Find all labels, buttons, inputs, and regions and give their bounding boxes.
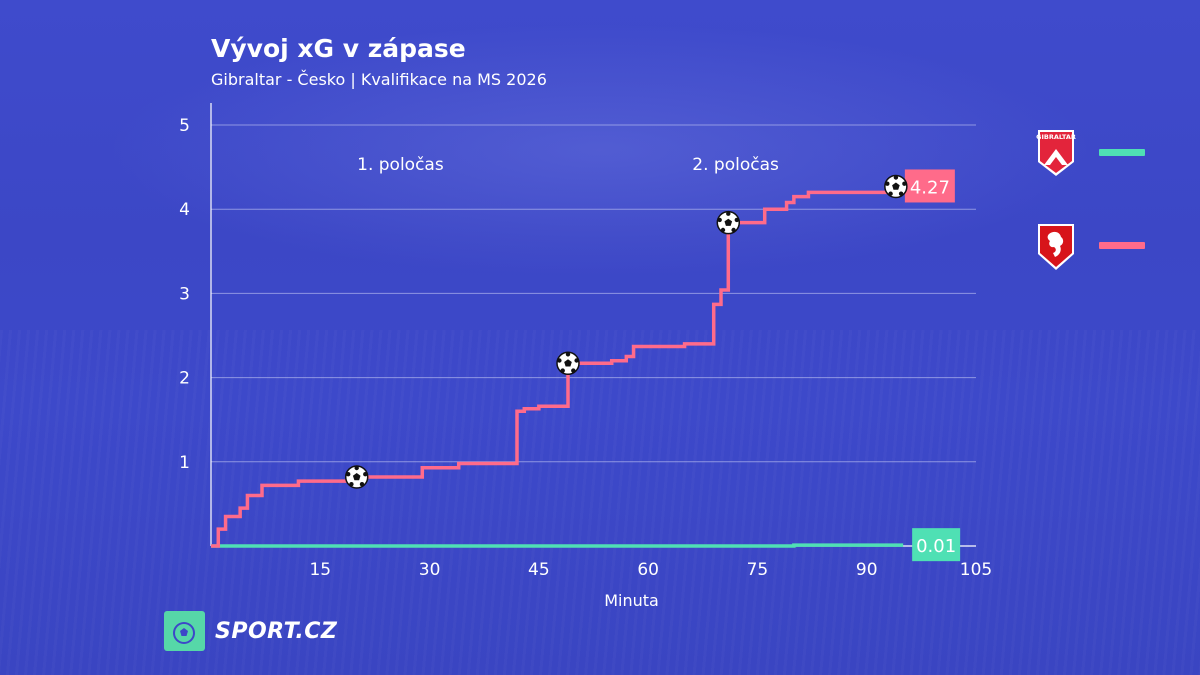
legend-line-cesko <box>1099 242 1145 249</box>
legend-cesko <box>1036 222 1076 276</box>
goal-ball-icon <box>884 174 908 199</box>
final-value-box <box>904 169 955 203</box>
goal-ball-icon <box>556 351 580 376</box>
gibraltar-crest-icon: GIBRALTAR <box>1036 130 1076 176</box>
final-value-box <box>912 528 961 562</box>
y-tick-label: 2 <box>179 369 190 389</box>
legend-line-gibraltar <box>1099 149 1145 156</box>
logo-ball-icon <box>164 611 205 651</box>
x-tick-label: 30 <box>419 560 441 580</box>
x-tick-label: 60 <box>637 560 659 580</box>
logo-text: SPORT.CZ <box>215 618 338 644</box>
sport-cz-logo[interactable]: SPORT.CZ <box>164 611 337 651</box>
x-tick-label: 105 <box>960 560 992 580</box>
half-annotation: 1. poločas <box>357 155 444 175</box>
x-tick-label: 90 <box>856 560 878 580</box>
chart-title: Vývoj xG v zápase <box>211 34 466 63</box>
czech-crest-icon <box>1038 224 1074 270</box>
final-value-label: 4.27 <box>910 177 950 198</box>
y-tick-label: 1 <box>179 453 190 473</box>
y-tick-label: 3 <box>179 284 190 304</box>
series-line-cesko <box>211 186 898 548</box>
x-tick-label: 75 <box>747 560 769 580</box>
series-line-gibraltar <box>211 543 904 548</box>
x-tick-label: 15 <box>309 560 331 580</box>
svg-text:GIBRALTAR: GIBRALTAR <box>1036 133 1076 141</box>
x-axis-label: Minuta <box>604 591 659 610</box>
y-tick-label: 4 <box>179 200 190 220</box>
half-annotation: 2. poločas <box>692 155 779 175</box>
chart-subtitle: Gibraltar - Česko | Kvalifikace na MS 20… <box>211 70 547 89</box>
goal-ball-icon <box>344 465 369 489</box>
goal-ball-icon <box>716 210 741 235</box>
legend-gibraltar: GIBRALTAR <box>1036 128 1076 182</box>
y-tick-label: 5 <box>179 116 190 136</box>
x-tick-label: 45 <box>528 560 550 580</box>
final-value-label: 0.01 <box>916 536 956 557</box>
